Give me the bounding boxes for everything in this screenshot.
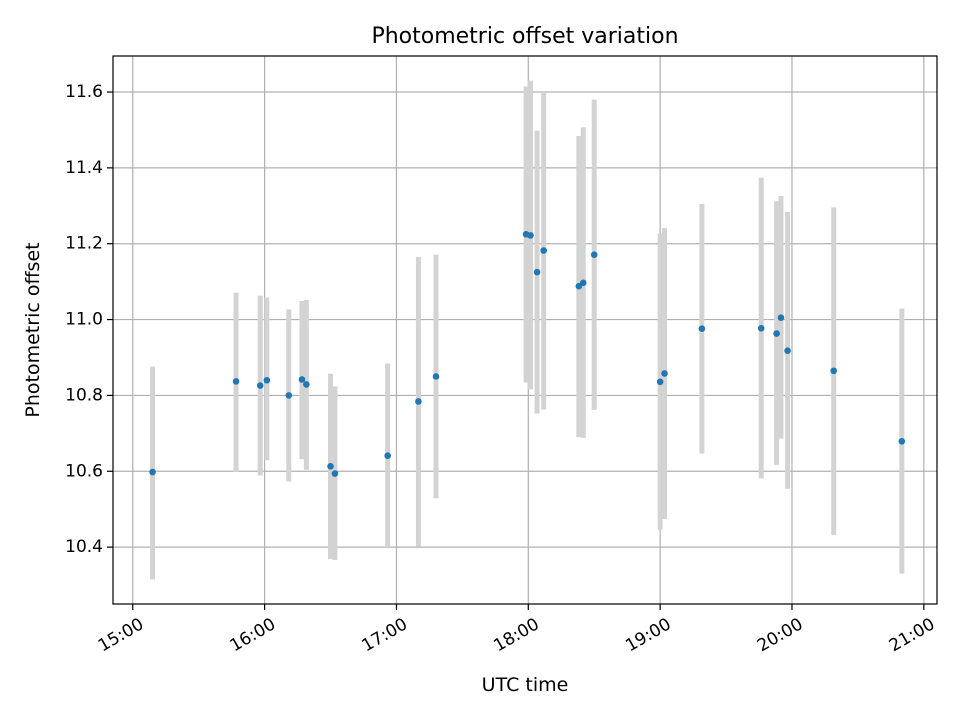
- data-point: [149, 468, 156, 476]
- data-point: [527, 232, 534, 239]
- data-point: [661, 370, 668, 377]
- y-tick-label: 11.2: [65, 234, 103, 254]
- data-point: [656, 378, 664, 386]
- data-point: [331, 470, 339, 477]
- data-point: [898, 438, 906, 445]
- data-point: [285, 392, 293, 399]
- data-point: [415, 398, 422, 405]
- chart-title: Photometric offset variation: [371, 24, 678, 49]
- data-point: [784, 347, 791, 354]
- y-tick-label: 10.8: [65, 385, 103, 405]
- data-point: [698, 325, 706, 332]
- data-point: [540, 247, 547, 254]
- data-point: [298, 376, 306, 383]
- data-point: [327, 463, 334, 470]
- data-point: [303, 381, 310, 388]
- data-point: [830, 367, 838, 375]
- data-point: [579, 279, 587, 287]
- y-tick-label: 10.6: [65, 461, 103, 481]
- point-layer: [149, 230, 906, 477]
- y-axis-label: Photometric offset: [22, 242, 44, 417]
- data-point: [263, 376, 271, 384]
- data-point: [432, 373, 440, 380]
- data-point: [590, 251, 598, 259]
- x-axis-label: UTC time: [482, 674, 569, 696]
- data-point: [757, 324, 765, 332]
- data-point: [232, 378, 240, 385]
- y-tick-label: 11.4: [65, 158, 103, 178]
- data-point: [384, 452, 391, 460]
- data-point: [256, 382, 264, 389]
- y-tick-label: 11.0: [65, 310, 103, 330]
- data-point: [533, 268, 541, 276]
- y-tick-label: 10.4: [65, 537, 103, 557]
- y-tick-label: 11.6: [65, 82, 103, 102]
- data-point: [773, 330, 780, 337]
- data-point: [777, 314, 785, 321]
- axes-frame: [112, 55, 938, 605]
